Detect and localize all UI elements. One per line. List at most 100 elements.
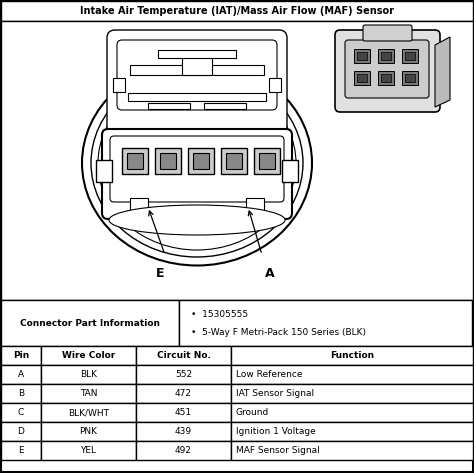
Bar: [182, 55, 212, 75]
Bar: [41, 422, 136, 441]
Bar: [127, 153, 143, 169]
Text: •  15305555: • 15305555: [191, 309, 248, 318]
Bar: [357, 52, 367, 60]
Bar: [148, 103, 190, 109]
Bar: [402, 49, 418, 63]
Bar: [231, 422, 473, 441]
Text: Connector Part Information: Connector Part Information: [20, 318, 160, 327]
Text: C: C: [18, 408, 24, 417]
Bar: [41, 384, 136, 403]
Bar: [221, 148, 247, 174]
FancyBboxPatch shape: [363, 25, 412, 41]
Text: 451: 451: [175, 408, 192, 417]
Bar: [1, 384, 41, 403]
Bar: [1, 21, 473, 300]
Bar: [357, 74, 367, 82]
Bar: [96, 160, 112, 182]
Bar: [402, 71, 418, 85]
Text: TAN: TAN: [80, 389, 97, 398]
Text: A: A: [18, 370, 24, 379]
Bar: [1, 403, 41, 422]
Bar: [259, 153, 275, 169]
FancyBboxPatch shape: [107, 30, 287, 136]
Ellipse shape: [98, 76, 296, 250]
Text: Pin: Pin: [13, 351, 29, 360]
Bar: [179, 300, 472, 346]
Bar: [1, 346, 41, 365]
Bar: [130, 198, 148, 220]
FancyBboxPatch shape: [102, 129, 292, 219]
Text: Function: Function: [330, 351, 374, 360]
Bar: [231, 403, 473, 422]
Bar: [231, 384, 473, 403]
Bar: [231, 365, 473, 384]
Bar: [254, 148, 280, 174]
Bar: [204, 103, 246, 109]
Bar: [1, 422, 41, 441]
Text: MAF Sensor Signal: MAF Sensor Signal: [236, 446, 320, 455]
Ellipse shape: [109, 205, 285, 235]
Bar: [1, 1, 473, 21]
Bar: [155, 148, 181, 174]
Text: E: E: [18, 446, 24, 455]
Bar: [193, 153, 209, 169]
Text: Ground: Ground: [236, 408, 269, 417]
Bar: [136, 346, 231, 365]
Bar: [136, 365, 231, 384]
Bar: [122, 148, 148, 174]
FancyBboxPatch shape: [110, 136, 284, 202]
Bar: [1, 365, 41, 384]
Text: Low Reference: Low Reference: [236, 370, 302, 379]
Bar: [354, 71, 370, 85]
Text: YEL: YEL: [81, 446, 97, 455]
Bar: [41, 346, 136, 365]
Text: 472: 472: [175, 389, 192, 398]
Bar: [378, 71, 394, 85]
Text: E: E: [156, 267, 164, 280]
Bar: [136, 403, 231, 422]
Text: Ignition 1 Voltage: Ignition 1 Voltage: [236, 427, 316, 436]
Bar: [381, 52, 391, 60]
FancyBboxPatch shape: [345, 40, 429, 98]
Bar: [160, 153, 176, 169]
Bar: [378, 49, 394, 63]
Bar: [188, 148, 214, 174]
Text: 439: 439: [175, 427, 192, 436]
Text: •  5-Way F Metri-Pack 150 Series (BLK): • 5-Way F Metri-Pack 150 Series (BLK): [191, 327, 366, 336]
Text: Wire Color: Wire Color: [62, 351, 115, 360]
Bar: [231, 441, 473, 460]
Text: Circuit No.: Circuit No.: [156, 351, 210, 360]
Ellipse shape: [82, 61, 312, 265]
Bar: [269, 78, 281, 92]
Bar: [113, 78, 125, 92]
Bar: [1, 441, 41, 460]
Text: BLK: BLK: [80, 370, 97, 379]
Ellipse shape: [91, 69, 303, 257]
Bar: [136, 422, 231, 441]
FancyBboxPatch shape: [335, 30, 440, 112]
Bar: [381, 74, 391, 82]
Bar: [136, 441, 231, 460]
Text: D: D: [18, 427, 25, 436]
Bar: [405, 74, 415, 82]
Bar: [136, 384, 231, 403]
Text: A: A: [265, 267, 275, 280]
Bar: [158, 50, 236, 58]
Bar: [1, 300, 179, 346]
Text: PNK: PNK: [80, 427, 98, 436]
Polygon shape: [435, 37, 450, 107]
Bar: [130, 65, 264, 75]
Bar: [41, 441, 136, 460]
Text: Intake Air Temperature (IAT)/Mass Air Flow (MAF) Sensor: Intake Air Temperature (IAT)/Mass Air Fl…: [80, 6, 394, 16]
Bar: [246, 198, 264, 220]
Text: B: B: [18, 389, 24, 398]
Bar: [231, 346, 473, 365]
Text: 492: 492: [175, 446, 192, 455]
Bar: [282, 160, 298, 182]
FancyBboxPatch shape: [117, 40, 277, 110]
Bar: [354, 49, 370, 63]
Text: 552: 552: [175, 370, 192, 379]
Bar: [226, 153, 242, 169]
Text: IAT Sensor Signal: IAT Sensor Signal: [236, 389, 314, 398]
Bar: [405, 52, 415, 60]
